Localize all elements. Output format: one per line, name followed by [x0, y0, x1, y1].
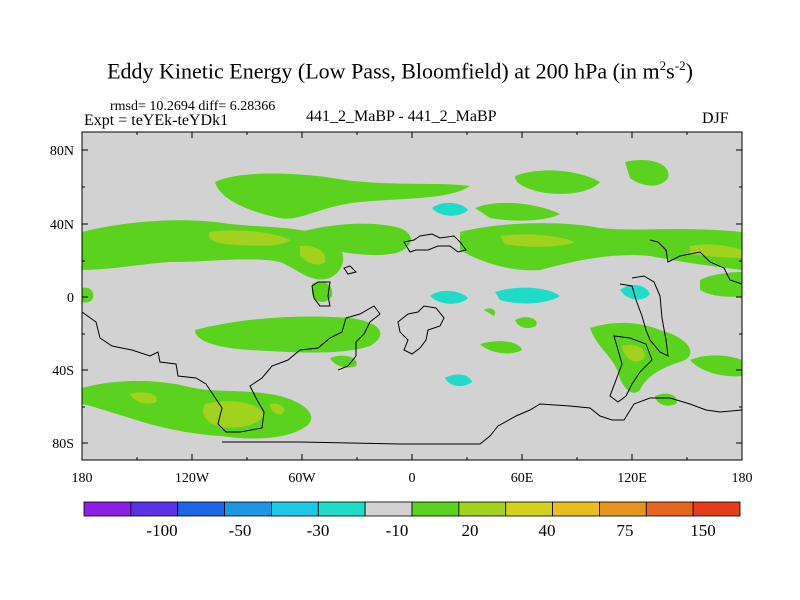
colorbar-swatch — [692, 501, 741, 517]
yellowgreen-region — [300, 245, 326, 265]
lon-label: 120E — [617, 471, 647, 486]
colorbar-swatch — [83, 501, 132, 517]
colorbar-swatch — [505, 501, 553, 517]
colorbar-label: 40 — [539, 521, 556, 540]
yellowgreen-region — [130, 392, 157, 404]
map-title: Eddy Kinetic Energy (Low Pass, Bloomfiel… — [107, 58, 693, 84]
green-region — [312, 281, 333, 302]
green-region — [82, 220, 344, 280]
colorbar-swatch — [552, 501, 600, 517]
lat-label: 40N — [50, 218, 74, 233]
green-region — [515, 170, 600, 194]
yellowgreen-region — [500, 234, 575, 247]
coastline-americas — [82, 305, 381, 433]
experiment-label: Expt = teYEk-teYDk1 — [84, 112, 229, 129]
colorbar-swatch — [645, 501, 694, 517]
colorbar-swatch — [224, 501, 272, 517]
colorbar-label: 20 — [462, 521, 479, 540]
coastline-island — [343, 265, 357, 275]
coastline-asia-east — [649, 239, 742, 285]
lat-label: 0 — [67, 291, 74, 306]
coastline-eurasia — [403, 233, 467, 253]
colorbar-swatch — [271, 501, 319, 517]
colorbar-label: -30 — [307, 521, 330, 540]
green-region — [300, 223, 411, 256]
green-region — [515, 317, 537, 328]
green-region — [655, 393, 677, 406]
coastline-antarctica — [222, 397, 742, 445]
coastline-central — [311, 281, 331, 307]
green-region — [475, 202, 560, 221]
cyan-region — [430, 290, 468, 304]
green-region — [215, 173, 470, 219]
stats-label: rmsd= 10.2694 diff= 6.28366 — [110, 99, 276, 114]
green-region — [625, 159, 669, 186]
colorbar-label: 75 — [617, 521, 634, 540]
colorbar — [83, 501, 741, 517]
tick-marks — [81, 132, 743, 460]
coastline-indonesia — [619, 275, 669, 357]
green-region — [195, 316, 381, 353]
coastline-africa — [397, 305, 445, 355]
lon-label: 0 — [409, 471, 416, 486]
colorbar-swatch — [411, 501, 460, 517]
lon-label: 60E — [511, 471, 534, 486]
green-region — [484, 308, 496, 316]
green-region — [700, 272, 742, 297]
colorbar-swatch — [458, 501, 507, 517]
green-region — [330, 355, 357, 368]
colorbar-label: -10 — [386, 521, 409, 540]
green-region — [82, 287, 94, 303]
lon-label: 180 — [72, 471, 93, 486]
yellowgreen-region — [622, 344, 645, 362]
season-label: DJF — [702, 110, 729, 127]
cyan-region — [445, 374, 472, 387]
lat-label: 80S — [52, 437, 74, 452]
cyan-region — [495, 287, 560, 304]
green-region — [690, 355, 742, 377]
lat-label: 40S — [52, 364, 74, 379]
yellowgreen-region — [202, 401, 264, 428]
colorbar-label: -50 — [229, 521, 252, 540]
colorbar-swatch — [364, 501, 413, 517]
lon-label: 180 — [732, 471, 753, 486]
lat-label: 80N — [50, 144, 74, 159]
colorbar-label: -100 — [146, 521, 177, 540]
yellowgreen-region — [208, 230, 290, 246]
cyan-region — [620, 285, 650, 300]
lon-label: 120W — [175, 471, 210, 486]
colorbar-swatch — [317, 501, 366, 517]
yellowgreen-region — [270, 403, 285, 415]
coastlines — [82, 233, 742, 445]
map-field — [82, 132, 742, 460]
colorbar-swatch — [130, 501, 179, 517]
cyan-region — [432, 202, 468, 216]
colorbar-swatch — [177, 501, 225, 517]
colorbar-swatch — [599, 501, 647, 517]
green-region — [480, 341, 522, 354]
colorbar-label: 150 — [690, 521, 716, 540]
coastline-maritime — [609, 335, 653, 403]
comparison-label: 441_2_MaBP - 441_2_MaBP — [306, 108, 497, 125]
lon-label: 60W — [288, 471, 316, 486]
